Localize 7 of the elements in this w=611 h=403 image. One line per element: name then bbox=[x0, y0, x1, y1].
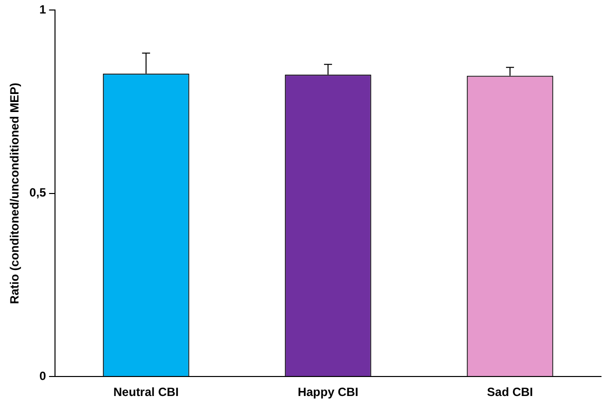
x-tick-label: Neutral CBI bbox=[113, 385, 179, 400]
y-tick-label: 1 bbox=[39, 2, 46, 17]
y-axis-title: Ratio (conditoned/unconditioned MEP) bbox=[8, 82, 22, 304]
y-tick-label: 0,5 bbox=[29, 186, 46, 200]
x-tick-label: Sad CBI bbox=[487, 385, 534, 400]
x-tick-label: Happy CBI bbox=[298, 385, 358, 400]
y-tick-label: 0 bbox=[39, 368, 46, 383]
